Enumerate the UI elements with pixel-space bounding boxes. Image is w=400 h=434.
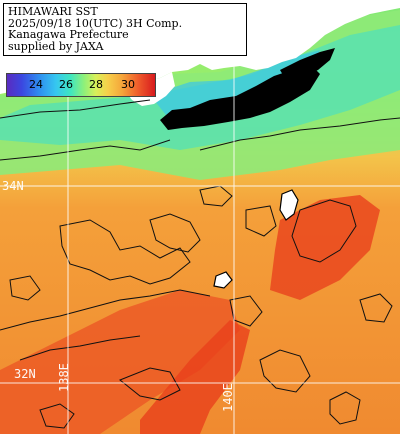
sst-contours [0,99,400,429]
blue-coastal-patch [150,50,320,120]
warm-core-east [270,195,380,300]
lon-label-140e: 140E [221,383,235,412]
island-niijima [213,271,233,289]
temperature-colorbar: 24 26 28 30 [6,73,156,97]
lat-label-34n: 34N [2,179,24,193]
lat-label-32n: 32N [14,367,36,381]
cloud-mask-bay [160,64,320,130]
title-line-4: supplied by JAXA [8,39,104,53]
colorbar-label-30: 30 [121,78,135,91]
title-line-2: 2025/09/18 10(UTC) 3H Comp. [8,16,183,30]
colorbar-gradient [7,74,155,96]
colorbar-label-28: 28 [89,78,103,91]
cloud-mask-ridge [280,48,335,80]
title-line-3: Kanagawa Prefecture [8,28,129,41]
colorbar-label-26: 26 [59,78,73,91]
title-line-1: HIMAWARI SST [8,5,98,18]
colorbar-label-24: 24 [29,78,43,91]
title-box: HIMAWARI SST 2025/09/18 10(UTC) 3H Comp.… [3,3,247,56]
warm-core-southwest [0,290,240,434]
lon-label-138e: 138E [57,363,71,392]
island-izu-oshima [279,189,299,221]
warm-core-south [140,320,250,434]
